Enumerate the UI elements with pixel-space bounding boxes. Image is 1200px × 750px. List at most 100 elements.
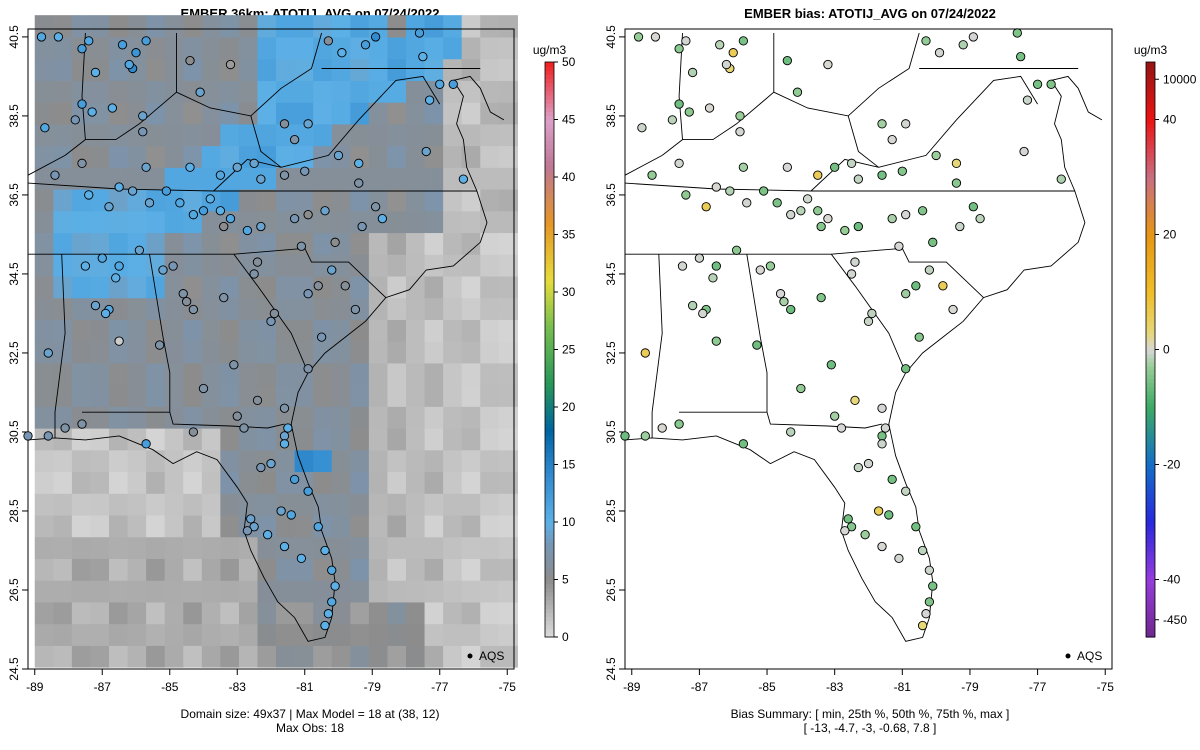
colorbar-segment	[545, 213, 554, 219]
model-cell	[90, 493, 110, 516]
x-tick-label: -83	[826, 680, 844, 694]
model-cell	[71, 362, 92, 386]
obs-point	[289, 474, 300, 485]
obs-point	[114, 182, 124, 192]
obs-point	[229, 360, 239, 370]
model-cell	[146, 449, 166, 473]
model-cell	[238, 362, 259, 386]
colorbar-segment	[1146, 123, 1155, 129]
model-cell	[424, 514, 444, 538]
model-cell	[406, 384, 426, 407]
model-cell	[34, 210, 54, 234]
model-cell	[146, 362, 166, 386]
model-cell	[350, 645, 370, 668]
model-cell	[443, 145, 463, 168]
obs-point	[161, 186, 172, 196]
model-cell	[387, 384, 407, 407]
bias-point	[901, 289, 911, 299]
model-cell	[313, 601, 333, 625]
bias-point	[830, 411, 840, 421]
bias-point	[738, 36, 749, 46]
model-cell	[276, 384, 296, 407]
model-cell	[461, 449, 481, 473]
model-cell	[276, 275, 296, 299]
model-cell	[480, 232, 500, 255]
model-cell	[71, 645, 92, 668]
colorbar-segment	[545, 402, 554, 408]
model-cell	[164, 232, 184, 255]
bias-point	[850, 395, 860, 406]
bias-point	[846, 158, 857, 168]
colorbar-segment	[545, 378, 554, 383]
obs-point	[158, 265, 168, 275]
colorbar-segment	[545, 197, 554, 203]
obs-point	[249, 522, 259, 532]
obs-point	[435, 79, 445, 89]
model-cell	[480, 645, 500, 668]
model-cell	[424, 384, 444, 407]
model-cell	[53, 15, 73, 38]
model-cell	[201, 36, 221, 60]
obs-points-left	[23, 28, 469, 631]
colorbar-segment	[545, 279, 554, 285]
model-cell	[443, 428, 463, 451]
colorbar-segment	[1146, 337, 1155, 342]
colorbar-segment	[1146, 600, 1155, 605]
model-cell	[406, 428, 426, 451]
colorbar-segment	[1146, 144, 1155, 149]
model-cell	[34, 580, 54, 603]
colorbar-segment	[545, 94, 554, 100]
model-cell	[387, 145, 407, 168]
obs-point	[77, 158, 87, 168]
model-cell	[183, 167, 203, 190]
colorbar-tick-label: 10000	[1163, 72, 1197, 86]
model-cell	[127, 623, 147, 646]
colorbar-segment	[1146, 62, 1155, 67]
colorbar-segment	[1146, 70, 1155, 75]
model-cell	[406, 123, 426, 147]
obs-point	[114, 336, 124, 346]
model-cell	[406, 406, 426, 429]
bias-point	[681, 190, 691, 200]
model-cell	[127, 275, 147, 299]
colorbar-segment	[545, 259, 554, 264]
y-tick-label: 38.5	[7, 104, 21, 128]
model-cell	[183, 254, 203, 277]
model-cell	[368, 449, 389, 473]
model-cell	[368, 145, 389, 168]
model-cell	[424, 471, 444, 494]
obs-point	[377, 213, 388, 224]
model-cell	[220, 601, 240, 625]
colorbar-segment	[545, 66, 554, 71]
bias-point	[934, 48, 945, 58]
bias-point	[813, 170, 823, 180]
obs-point	[225, 59, 236, 70]
model-cell	[368, 623, 389, 646]
model-cell	[90, 449, 110, 473]
model-cell	[164, 319, 184, 342]
state-boundary	[810, 75, 1038, 192]
colorbar-segment	[545, 308, 554, 314]
obs-point	[124, 59, 134, 70]
model-cell	[127, 580, 147, 603]
model-cell	[480, 123, 500, 147]
colorbar-segment	[1146, 571, 1155, 576]
colorbar-segment	[1146, 526, 1155, 531]
model-cell	[443, 210, 463, 234]
colorbar-segment	[545, 411, 554, 416]
model-cell	[238, 15, 259, 38]
obs-point	[279, 431, 290, 441]
colorbar-segment	[545, 90, 554, 96]
model-cell	[498, 210, 518, 234]
model-cell	[257, 167, 277, 190]
model-cell	[331, 58, 351, 81]
model-cell	[201, 558, 221, 581]
obs-point	[127, 186, 138, 196]
model-cell	[294, 254, 314, 277]
model-cell	[276, 58, 296, 81]
bias-point	[853, 174, 864, 184]
model-cell	[294, 15, 314, 38]
model-cell	[331, 102, 351, 125]
model-cell	[53, 449, 73, 473]
obs-point	[50, 170, 60, 180]
